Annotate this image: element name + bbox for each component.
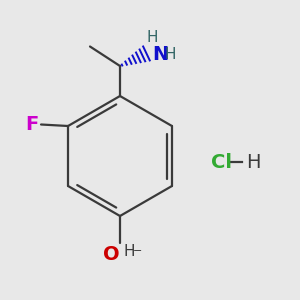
- Text: N: N: [152, 44, 168, 64]
- Text: −: −: [133, 246, 142, 256]
- Text: H: H: [165, 47, 176, 62]
- Text: O: O: [103, 244, 120, 263]
- Text: Cl: Cl: [212, 152, 233, 172]
- Text: H: H: [123, 244, 134, 259]
- Text: H: H: [146, 30, 158, 45]
- Text: F: F: [26, 115, 39, 134]
- Text: H: H: [246, 152, 260, 172]
